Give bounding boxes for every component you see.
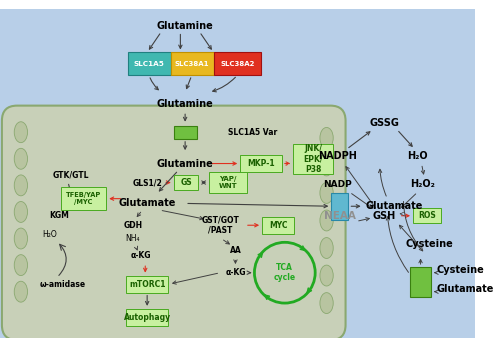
Text: Autophagy: Autophagy <box>124 313 170 322</box>
Bar <box>262 217 294 234</box>
Text: GS: GS <box>180 178 192 187</box>
Text: Cysteine: Cysteine <box>436 265 484 275</box>
Text: SLC38A2: SLC38A2 <box>220 61 254 67</box>
Ellipse shape <box>14 281 28 302</box>
Text: H₂O: H₂O <box>42 230 58 239</box>
Text: Glutamine: Glutamine <box>156 21 214 31</box>
Bar <box>126 309 168 326</box>
Text: GST/GOT
/PAST: GST/GOT /PAST <box>202 215 239 235</box>
Text: mTORC1: mTORC1 <box>129 280 166 289</box>
Text: KGM: KGM <box>50 211 69 220</box>
Ellipse shape <box>320 238 333 259</box>
Text: TCA
cycle: TCA cycle <box>274 263 296 282</box>
Text: ROS: ROS <box>418 211 436 220</box>
Text: Glutamine: Glutamine <box>156 159 214 169</box>
Text: NH₄: NH₄ <box>126 234 140 243</box>
Text: GLS1/2: GLS1/2 <box>132 178 162 187</box>
Text: H₂O: H₂O <box>408 151 428 161</box>
Text: NADPH: NADPH <box>318 151 358 161</box>
Ellipse shape <box>14 255 28 276</box>
Bar <box>174 126 197 139</box>
Ellipse shape <box>320 183 333 203</box>
Ellipse shape <box>320 155 333 176</box>
Bar <box>214 52 261 75</box>
Text: SLC1A5: SLC1A5 <box>134 61 164 67</box>
Text: Glutamate: Glutamate <box>366 201 422 211</box>
Bar <box>209 172 247 193</box>
Text: NEAA: NEAA <box>324 211 356 221</box>
FancyBboxPatch shape <box>2 105 346 340</box>
Text: GSSG: GSSG <box>370 118 400 128</box>
Bar <box>294 144 333 174</box>
Text: TFEB/YAP
/MYC: TFEB/YAP /MYC <box>66 192 101 205</box>
Text: Glutamate: Glutamate <box>436 284 494 294</box>
Text: AA: AA <box>230 246 241 255</box>
Text: α-KG: α-KG <box>130 251 151 260</box>
Text: GSH: GSH <box>373 211 396 221</box>
Bar <box>128 52 171 75</box>
Text: GDH: GDH <box>124 221 142 230</box>
Text: YAP/
WNT: YAP/ WNT <box>218 176 237 189</box>
Text: MKP-1: MKP-1 <box>248 159 275 168</box>
Text: SLC38A1: SLC38A1 <box>174 61 209 67</box>
Ellipse shape <box>320 127 333 148</box>
Text: ω-amidase: ω-amidase <box>40 280 86 289</box>
Text: α-KG: α-KG <box>225 268 246 277</box>
Bar <box>410 267 431 297</box>
Text: JNK/
EPK/
P38: JNK/ EPK/ P38 <box>304 144 323 174</box>
Ellipse shape <box>320 265 333 286</box>
Bar <box>174 175 199 190</box>
Ellipse shape <box>320 210 333 231</box>
Text: Cysteine: Cysteine <box>405 239 453 249</box>
Ellipse shape <box>14 148 28 169</box>
Text: NADP: NADP <box>324 180 352 189</box>
Bar <box>413 208 442 223</box>
Text: SLC1A5 Var: SLC1A5 Var <box>228 128 277 137</box>
Ellipse shape <box>14 122 28 143</box>
Text: GTK/GTL: GTK/GTL <box>52 170 88 179</box>
Bar <box>332 193 348 220</box>
Bar <box>240 155 282 172</box>
Bar <box>126 276 168 293</box>
Ellipse shape <box>14 175 28 196</box>
FancyBboxPatch shape <box>0 0 487 347</box>
Ellipse shape <box>14 202 28 222</box>
Text: MYC: MYC <box>269 221 287 230</box>
Bar <box>61 187 106 210</box>
Ellipse shape <box>14 228 28 249</box>
Text: Glutamine: Glutamine <box>156 99 214 109</box>
Bar <box>171 52 214 75</box>
Text: H₂O₂: H₂O₂ <box>410 179 435 189</box>
Ellipse shape <box>320 293 333 314</box>
Text: Glutamate: Glutamate <box>118 198 176 209</box>
